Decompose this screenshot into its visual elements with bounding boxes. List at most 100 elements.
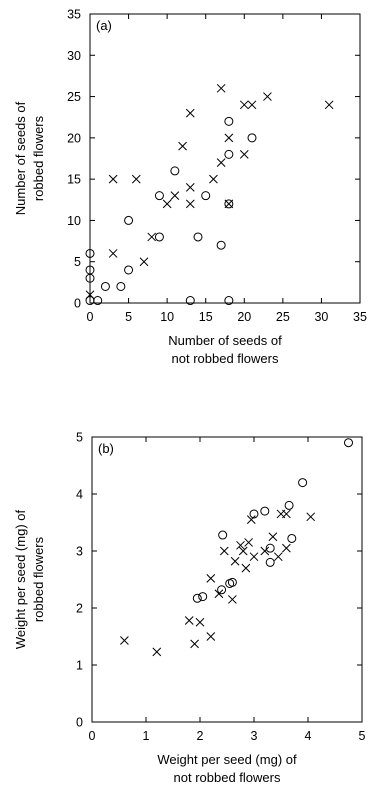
data-point-cross: [139, 257, 149, 267]
x-tick-label: 4: [305, 729, 312, 743]
x-tick-label: 1: [143, 729, 150, 743]
data-point-cross: [219, 546, 229, 556]
data-point-cross: [190, 639, 199, 649]
data-point-circle: [100, 281, 110, 291]
y-tick-label: 5: [76, 431, 83, 445]
data-point-cross: [239, 150, 249, 159]
data-point-cross: [324, 100, 334, 110]
data-point-cross: [131, 174, 141, 184]
data-point-circle: [124, 265, 134, 275]
series-circle-markers: [192, 438, 353, 603]
data-point-circle: [216, 240, 226, 250]
data-point-circle: [287, 533, 297, 543]
data-point-cross: [238, 546, 248, 556]
data-point-circle: [260, 506, 270, 516]
x-tick-label: 0: [89, 729, 96, 743]
x-tick-label: 10: [160, 310, 174, 324]
x-axis-label: Weight per seed (mg) of: [157, 752, 297, 767]
x-tick-label: 5: [359, 729, 366, 743]
data-point-circle: [284, 500, 294, 510]
data-point-cross: [108, 174, 118, 184]
data-point-cross: [224, 199, 234, 209]
x-axis-label: not robbed flowers: [174, 770, 281, 785]
data-point-cross: [224, 133, 234, 143]
data-point-circle: [298, 478, 308, 488]
y-tick-label: 0: [74, 297, 81, 311]
x-tick-label: 2: [197, 729, 204, 743]
data-point-circle: [154, 191, 164, 201]
y-tick-label: 3: [76, 545, 83, 559]
chart-panel-1: 0 1 2 3 4 5 0 1 2 3 4 5 (b) Weight per seed (mg) of no…: [13, 431, 366, 786]
data-point-circle: [201, 191, 211, 201]
data-point-circle: [192, 593, 202, 603]
panel-label: (b): [98, 441, 114, 456]
x-tick-label: 5: [125, 310, 132, 324]
y-tick-label: 0: [76, 716, 83, 730]
data-point-cross: [170, 191, 180, 201]
data-point-circle: [185, 296, 195, 306]
y-axis-label: Number of seeds of: [13, 101, 28, 215]
data-point-circle: [224, 199, 234, 209]
data-point-cross: [185, 199, 195, 209]
data-point-cross: [108, 249, 118, 258]
plot-frame: [89, 13, 361, 304]
data-point-circle: [344, 438, 353, 448]
series-circle-markers: [85, 116, 257, 306]
data-point-cross: [260, 546, 270, 556]
data-point-circle: [247, 133, 257, 143]
x-tick-label: 25: [276, 310, 290, 324]
y-tick-label: 10: [67, 214, 81, 228]
data-point-cross: [282, 509, 291, 519]
y-tick-label: 4: [76, 488, 83, 502]
data-point-circle: [265, 543, 275, 553]
data-point-cross: [241, 563, 251, 573]
data-point-circle: [85, 248, 95, 258]
data-point-circle: [224, 149, 234, 159]
data-point-circle: [265, 557, 275, 567]
series-cross-markers: [85, 83, 334, 300]
data-point-circle: [93, 296, 103, 306]
data-point-cross: [230, 556, 240, 566]
data-point-cross: [209, 174, 218, 184]
data-point-cross: [244, 538, 253, 547]
x-tick-label: 30: [314, 310, 328, 324]
data-point-cross: [273, 552, 283, 562]
data-point-circle: [85, 273, 95, 283]
data-point-cross: [85, 290, 95, 300]
data-point-cross: [246, 515, 256, 525]
y-tick-label: 35: [67, 8, 81, 22]
plot-frame: [91, 436, 363, 723]
data-point-cross: [195, 617, 205, 627]
data-point-cross: [306, 512, 316, 522]
data-point-circle: [193, 232, 203, 242]
data-point-cross: [206, 574, 216, 583]
data-point-cross: [152, 647, 162, 657]
y-tick-label: 5: [74, 255, 81, 269]
data-point-circle: [224, 116, 234, 126]
y-tick-label: 30: [67, 49, 81, 63]
data-point-cross: [120, 636, 129, 645]
x-axis-label: Number of seeds of: [168, 333, 282, 348]
data-point-cross: [263, 92, 272, 101]
x-tick-label: 0: [87, 310, 94, 324]
data-point-cross: [249, 552, 259, 562]
data-point-cross: [214, 589, 224, 599]
data-point-cross: [147, 232, 157, 242]
data-point-cross: [184, 616, 194, 625]
x-tick-label: 35: [353, 310, 367, 324]
data-point-cross: [239, 100, 249, 110]
panel-label: (a): [96, 18, 112, 33]
x-tick-label: 20: [237, 310, 251, 324]
x-axis-label: not robbed flowers: [172, 351, 279, 366]
data-point-circle: [227, 577, 237, 587]
data-point-cross: [185, 108, 195, 118]
data-point-cross: [216, 158, 226, 167]
y-axis-label: Weight per seed (mg) of: [13, 510, 28, 650]
data-point-circle: [124, 215, 134, 225]
data-point-cross: [247, 100, 257, 110]
y-tick-label: 15: [67, 173, 81, 187]
series-cross-markers: [120, 509, 316, 657]
data-point-circle: [217, 585, 227, 595]
data-point-cross: [178, 141, 187, 151]
x-tick-label: 3: [251, 729, 258, 743]
